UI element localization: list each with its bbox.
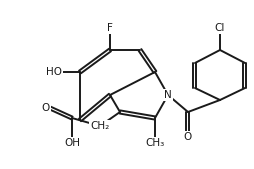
Text: OH: OH [64,138,80,148]
Text: O: O [42,103,50,113]
Text: CH₃: CH₃ [145,138,164,148]
Text: CH₂: CH₂ [90,121,109,131]
Text: F: F [107,23,113,33]
Text: O: O [183,132,191,142]
Text: N: N [164,90,171,100]
Text: HO: HO [46,67,62,77]
Text: Cl: Cl [214,23,224,33]
